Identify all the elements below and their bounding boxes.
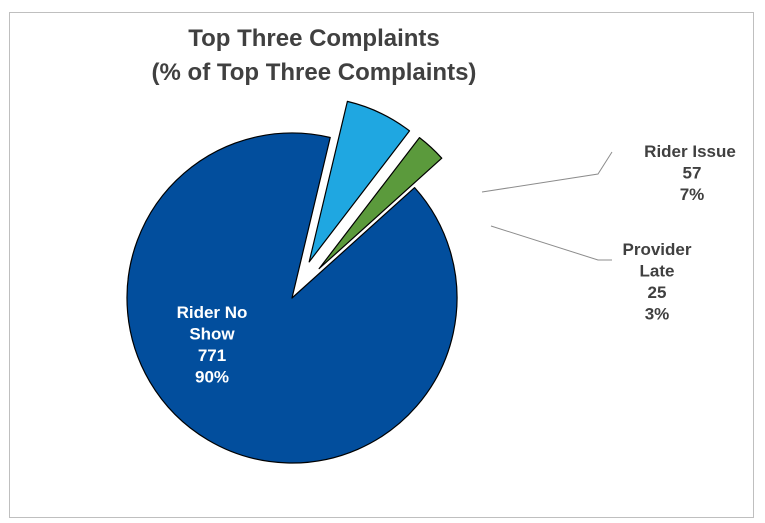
slice-value-label: 25 xyxy=(648,283,667,302)
pie-slice xyxy=(308,100,411,263)
slice-value-label: 771 xyxy=(198,346,226,365)
slice-value-label: 57 xyxy=(683,164,702,183)
leader-line xyxy=(490,225,612,261)
slice-label: Show xyxy=(189,325,235,344)
slice-percent-label: 3% xyxy=(645,305,670,324)
leader-line xyxy=(481,151,613,193)
slice-percent-label: 7% xyxy=(680,185,705,204)
slice-label: Rider No xyxy=(177,303,248,322)
slice-percent-label: 90% xyxy=(195,368,229,387)
pie-slice xyxy=(126,132,458,464)
slice-label: Late xyxy=(640,262,675,281)
pie-slice xyxy=(318,137,443,270)
chart-title: Top Three Complaints (% of Top Three Com… xyxy=(0,22,628,90)
chart-subtitle-line: (% of Top Three Complaints) xyxy=(151,59,477,86)
chart-title-line: Top Three Complaints xyxy=(188,25,440,52)
slice-label: Rider Issue xyxy=(644,142,736,161)
slice-label: Provider xyxy=(623,240,692,259)
